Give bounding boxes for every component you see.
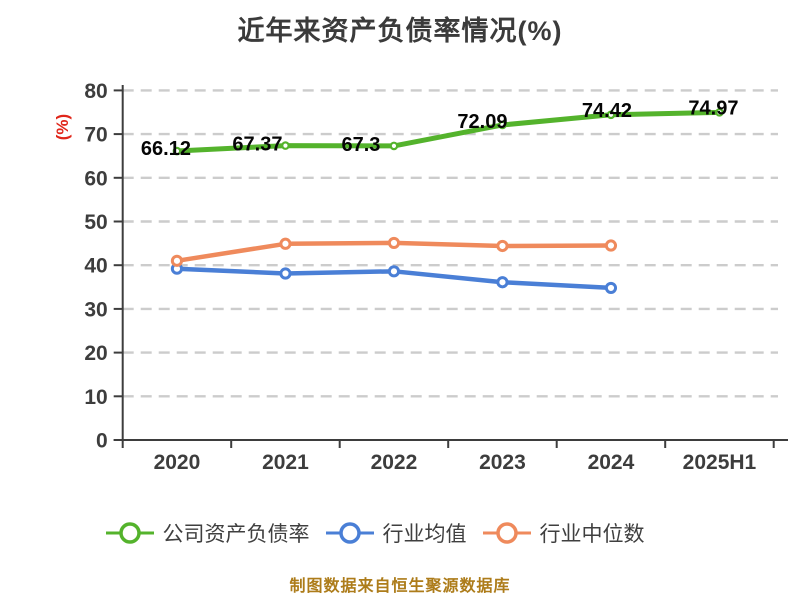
industry-mean-data-point (496, 276, 509, 289)
legend-label: 行业中位数 (539, 523, 645, 546)
legend-line-marker-icon (482, 522, 531, 544)
y-tick-label: 70 (84, 124, 107, 147)
x-tick-label: 2022 (371, 451, 418, 474)
company-debt-ratio-data-point (172, 146, 182, 156)
x-tick-label: 2024 (588, 451, 635, 474)
industry-mean-data-point (279, 267, 292, 280)
legend: 公司资产负债率 行业均值 行业中位数 (0, 518, 775, 548)
y-tick-label: 80 (84, 80, 107, 103)
legend-item-company-debt-ratio: 公司资产负债率 (105, 518, 310, 548)
industry-mean-data-point (604, 281, 618, 295)
company-debt-ratio-data-point (498, 120, 507, 130)
legend-label: 公司资产负债率 (162, 523, 310, 546)
y-tick-label: 60 (84, 167, 107, 190)
value-label: 67.37 (232, 134, 282, 156)
chart-title: 近年来资产负债率情况(%) (237, 16, 563, 46)
industry-median-data-point (279, 237, 292, 250)
value-label: 74.97 (688, 97, 738, 119)
value-label: 66.12 (141, 138, 191, 160)
industry-median-data-point (170, 254, 184, 267)
industry-mean-data-point (387, 265, 401, 278)
y-tick-label: 0 (96, 430, 108, 453)
source-note: 制图数据来自恒生聚源数据库 (289, 578, 511, 595)
x-tick-label: 2020 (154, 451, 201, 474)
industry-median-data-point (604, 239, 618, 252)
y-tick-label: 30 (84, 298, 107, 321)
y-tick-label: 40 (84, 255, 107, 278)
company-debt-ratio-data-point (281, 141, 290, 150)
industry-median-data-point (496, 239, 509, 253)
legend-label: 行业均值 (382, 523, 467, 546)
x-tick-label: 2021 (262, 451, 309, 474)
value-label: 74.42 (582, 100, 632, 122)
company-debt-ratio-data-point (606, 110, 616, 120)
x-tick-label: 2023 (479, 451, 526, 474)
y-tick-label: 10 (84, 386, 107, 409)
company-debt-ratio-line (174, 109, 722, 154)
value-label: 67.3 (341, 134, 380, 156)
legend-item-industry-median: 行业中位数 (482, 518, 645, 548)
x-tick-label: 2025H1 (683, 451, 757, 474)
company-debt-ratio-data-point (389, 141, 399, 151)
legend-line-marker-icon (325, 522, 374, 544)
value-label: 72.09 (457, 111, 507, 133)
company-debt-ratio-data-point (715, 108, 724, 117)
industry-median-data-point (387, 236, 401, 250)
legend-item-industry-mean: 行业均值 (325, 518, 467, 548)
legend-line-marker-icon (105, 522, 154, 544)
y-tick-label: 50 (84, 211, 107, 234)
y-tick-label: 20 (84, 342, 107, 365)
